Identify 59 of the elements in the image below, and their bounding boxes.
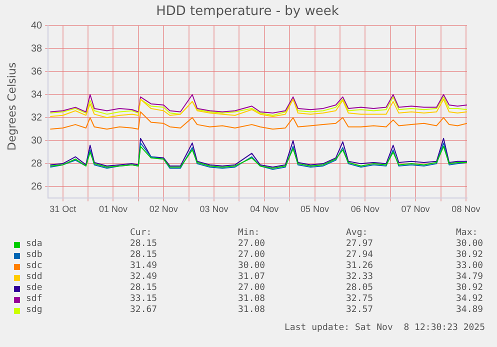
text: 33.15 xyxy=(130,294,158,304)
text: 32.75 xyxy=(346,294,374,304)
legend-label: sda xyxy=(26,239,42,249)
text: 31.07 xyxy=(238,272,266,282)
text: 32.67 xyxy=(130,305,158,315)
legend-label: sdb xyxy=(26,250,42,260)
y-tick-label: 38 xyxy=(31,43,43,54)
text: 34.79 xyxy=(456,272,484,282)
text: 27.00 xyxy=(238,283,266,293)
text: 27.94 xyxy=(346,250,374,260)
text: 31.08 xyxy=(238,305,266,315)
text: 32.57 xyxy=(346,305,374,315)
text: 31.49 xyxy=(130,261,158,271)
text: 30.00 xyxy=(456,239,484,249)
text: Avg: xyxy=(346,228,368,238)
text: 31.08 xyxy=(238,294,266,304)
y-tick-label: 32 xyxy=(31,112,43,124)
text: 32.33 xyxy=(346,272,374,282)
text: 27.00 xyxy=(238,239,266,249)
text: 34.92 xyxy=(456,294,484,304)
x-tick-label: 04 Nov xyxy=(250,204,280,214)
x-tick-label: 06 Nov xyxy=(350,204,380,214)
x-tick-label: 08 Nov xyxy=(452,204,481,214)
text: 33.00 xyxy=(456,261,484,271)
x-tick-label: 02 Nov xyxy=(149,204,178,214)
text: 27.00 xyxy=(238,250,266,260)
legend-label: sdg xyxy=(26,305,42,315)
text: 28.15 xyxy=(130,239,158,249)
x-tick-label: 07 Nov xyxy=(401,204,430,214)
text: Last update: Sat Nov 8 12:30:23 2025 xyxy=(284,323,485,333)
y-tick-label: 40 xyxy=(31,20,43,32)
y-tick-label: 34 xyxy=(31,89,43,100)
text: 32.49 xyxy=(130,272,158,282)
y-tick-label: 36 xyxy=(31,66,43,78)
text: 30.00 xyxy=(238,261,266,271)
text: Cur: xyxy=(130,228,152,238)
text: 30.92 xyxy=(456,283,484,293)
text: 30.92 xyxy=(456,250,484,260)
x-tick-label: 31 Oct xyxy=(50,204,77,214)
legend-label: sdc xyxy=(26,261,42,271)
legend-label: sde xyxy=(26,283,42,293)
text: Max: xyxy=(456,228,478,238)
text: 28.05 xyxy=(346,283,374,293)
y-tick-label: 26 xyxy=(31,181,43,192)
text: 28.15 xyxy=(130,283,158,293)
x-tick-label: 05 Nov xyxy=(300,204,330,214)
legend-label: sdf xyxy=(26,294,42,304)
y-tick-label: 30 xyxy=(31,135,43,146)
text: 27.97 xyxy=(346,239,374,249)
text: 31.26 xyxy=(346,261,374,271)
text: 28.15 xyxy=(130,250,158,260)
text: Min: xyxy=(238,228,260,238)
text: 34.89 xyxy=(456,305,484,315)
y-tick-label: 28 xyxy=(31,158,43,170)
x-tick-label: 03 Nov xyxy=(200,204,229,214)
y-axis-title: Degrees Celsius xyxy=(6,61,18,153)
legend-label: sdd xyxy=(26,272,42,282)
x-tick-label: 01 Nov xyxy=(98,204,128,214)
chart-title: HDD temperature - by week xyxy=(156,4,340,20)
